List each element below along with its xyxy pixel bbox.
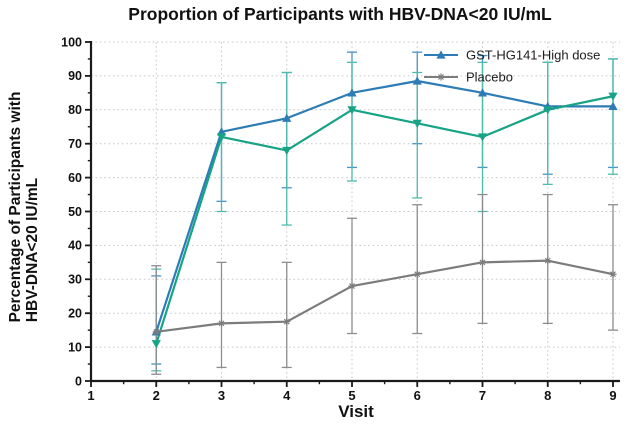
triangle-down-marker	[608, 92, 618, 101]
y-tick-label: 40	[68, 239, 82, 253]
triangle-down-marker	[282, 146, 292, 156]
triangle-up-marker	[608, 101, 618, 111]
triangle-down-marker	[151, 340, 161, 349]
line-series-gst-hg141-high-dose	[155, 79, 613, 333]
x-tick-label: 3	[218, 388, 225, 403]
y-tick-label: 30	[68, 273, 82, 287]
star-marker	[438, 74, 444, 80]
y-tick-label: 0	[75, 374, 82, 388]
star-marker	[349, 283, 355, 289]
star-marker	[414, 271, 421, 278]
star-marker	[544, 257, 551, 264]
x-tick-label: 6	[414, 388, 421, 403]
legend: GST-HG141-High dose Placebo	[424, 48, 600, 85]
star-marker	[610, 271, 616, 278]
x-tick-label: 1	[87, 388, 94, 403]
y-tick-label: 10	[68, 340, 82, 354]
markers-series-unlabeled-green	[151, 92, 618, 349]
x-tick-label: 2	[153, 388, 160, 403]
line-series-placebo	[156, 259, 614, 333]
y-tick-label: 20	[68, 307, 82, 321]
star-marker	[479, 259, 486, 266]
y-tick-label: 100	[61, 35, 82, 49]
y-tick-label: 50	[68, 205, 82, 219]
chart-title: Proportion of Participants with HBV-DNA<…	[128, 4, 552, 24]
legend-label: Placebo	[466, 70, 513, 85]
triangle-down-marker	[543, 106, 553, 115]
x-axis-label: Visit	[338, 402, 374, 421]
triangle-down-marker	[412, 119, 422, 128]
error-bars-series-placebo	[151, 193, 618, 375]
legend-label: GST-HG141-High dose	[466, 48, 600, 63]
x-tick-label: 9	[609, 388, 616, 403]
x-tick-label: 4	[283, 388, 291, 403]
triangle-up-marker	[436, 50, 446, 59]
star-marker	[153, 328, 160, 335]
triangle-up-marker	[347, 88, 357, 97]
triangle-down-marker	[477, 133, 488, 142]
triangle-up-marker	[412, 76, 422, 85]
y-tick-label: 60	[68, 171, 82, 185]
line-series-unlabeled-green	[155, 95, 614, 345]
star-marker	[218, 320, 225, 327]
x-tick-label: 5	[348, 388, 355, 403]
triangle-up-marker	[282, 113, 292, 122]
x-tick-label: 8	[544, 388, 551, 403]
markers-series-placebo	[152, 257, 617, 336]
triangle-down-marker	[347, 106, 357, 115]
y-tick-label: 90	[68, 69, 82, 83]
triangle-down-marker	[216, 133, 227, 142]
y-tick-label: 80	[68, 103, 82, 117]
tick-marks: 0 10 20 30 40 50 60 70 80 90 100 1 2 3 4 5 6 7 8 9	[61, 35, 616, 403]
star-marker	[283, 318, 290, 325]
y-tick-label: 70	[68, 137, 82, 151]
triangle-up-marker	[477, 88, 488, 97]
x-tick-label: 7	[479, 388, 486, 403]
